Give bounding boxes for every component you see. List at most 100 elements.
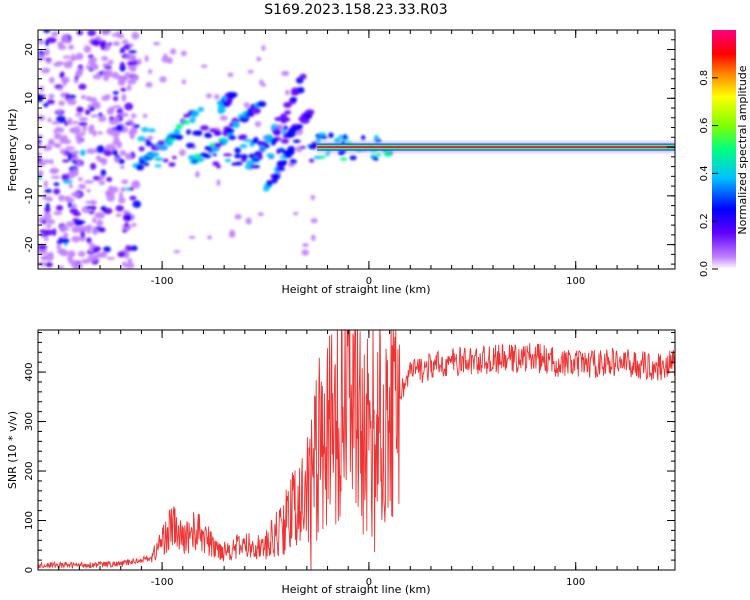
heatmap-cell bbox=[239, 144, 248, 149]
heatmap-cell bbox=[45, 57, 52, 62]
heatmap-cell bbox=[214, 129, 222, 136]
heatmap-cell bbox=[276, 124, 283, 130]
heatmap-cell bbox=[101, 55, 109, 62]
heatmap-cell bbox=[79, 149, 87, 156]
heatmap-cell bbox=[43, 212, 52, 221]
heatmap-cell bbox=[117, 75, 126, 81]
heatmap-cell bbox=[182, 119, 190, 125]
heatmap-cell bbox=[287, 145, 296, 153]
heatmap-cell bbox=[56, 109, 63, 114]
carrier-core bbox=[317, 146, 675, 148]
heatmap-cell bbox=[245, 217, 252, 225]
heatmap-cell bbox=[121, 93, 127, 102]
heatmap-cell bbox=[121, 261, 127, 268]
heatmap-cell bbox=[92, 101, 99, 107]
heatmap-cell bbox=[51, 31, 59, 37]
heatmap-cell bbox=[257, 140, 263, 146]
heatmap-cell bbox=[45, 196, 53, 202]
heatmap-cell bbox=[80, 230, 86, 238]
heatmap-cell bbox=[227, 92, 236, 99]
heatmap-cell bbox=[97, 131, 103, 135]
heatmap-cell bbox=[85, 64, 91, 70]
heatmap-cell bbox=[103, 65, 113, 70]
x-tick-label: 0 bbox=[366, 276, 372, 287]
heatmap-cell bbox=[215, 164, 222, 169]
heatmap-cell bbox=[103, 74, 110, 82]
heatmap-cell bbox=[212, 153, 217, 157]
heatmap-cell bbox=[115, 205, 124, 212]
heatmap-cell bbox=[130, 56, 136, 62]
heatmap-cell bbox=[127, 258, 133, 263]
heatmap-cell bbox=[45, 60, 52, 64]
heatmap-cell bbox=[141, 127, 149, 133]
heatmap-cell bbox=[49, 167, 59, 175]
heatmap-cell bbox=[101, 95, 110, 101]
x-tick-label: -100 bbox=[151, 276, 174, 287]
heatmap-cell bbox=[221, 139, 228, 144]
heatmap-cell bbox=[113, 95, 119, 102]
heatmap-cell bbox=[100, 206, 107, 212]
heatmap-cell bbox=[129, 187, 134, 191]
heatmap-cell bbox=[102, 70, 109, 76]
heatmap-cell bbox=[112, 90, 119, 95]
heatmap-cell bbox=[87, 61, 96, 65]
heatmap-cell bbox=[66, 98, 75, 103]
heatmap-cell bbox=[40, 233, 49, 237]
heatmap-cell bbox=[92, 129, 97, 137]
heatmap-cell bbox=[261, 45, 266, 52]
heatmap-cell bbox=[145, 81, 153, 88]
heatmap-cell bbox=[289, 96, 298, 102]
heatmap-cell bbox=[181, 79, 187, 85]
heatmap-cell bbox=[78, 116, 88, 122]
heatmap-cell bbox=[280, 138, 289, 144]
heatmap-cell bbox=[83, 45, 92, 53]
heatmap-cell bbox=[147, 128, 156, 133]
heatmap-cell bbox=[138, 159, 146, 165]
heatmap-cell bbox=[89, 106, 95, 112]
heatmap-cell bbox=[71, 235, 81, 243]
heatmap-cell bbox=[213, 142, 222, 149]
heatmap-cell bbox=[319, 135, 328, 140]
heatmap-cell bbox=[49, 76, 55, 84]
heatmap-cell bbox=[171, 155, 177, 160]
colorbar-tick-label: 0.8 bbox=[699, 70, 710, 86]
heatmap-cell bbox=[126, 84, 132, 91]
heatmap-cell bbox=[42, 255, 48, 261]
heatmap-cell bbox=[112, 149, 118, 156]
heatmap-cell bbox=[283, 117, 291, 122]
heatmap-cell bbox=[131, 74, 140, 81]
heatmap-cell bbox=[46, 37, 57, 44]
heatmap-cell bbox=[127, 119, 134, 123]
heatmap-cell bbox=[68, 44, 75, 50]
heatmap-cell bbox=[64, 120, 69, 127]
heatmap-cell bbox=[42, 218, 47, 225]
heatmap-cell bbox=[116, 108, 123, 114]
heatmap-cell bbox=[161, 56, 170, 63]
heatmap-cell bbox=[147, 69, 153, 75]
spectrogram-frame bbox=[37, 29, 676, 270]
heatmap-cell bbox=[100, 169, 107, 177]
heatmap-cell bbox=[170, 48, 177, 55]
heatmap-cell bbox=[48, 93, 55, 99]
heatmap-cell bbox=[205, 93, 213, 99]
heatmap-cell bbox=[43, 180, 48, 188]
heatmap-cell bbox=[342, 134, 348, 140]
heatmap-cell bbox=[103, 246, 111, 253]
heatmap-cell bbox=[55, 204, 64, 212]
heatmap-cell bbox=[281, 150, 287, 155]
heatmap-cell bbox=[266, 153, 275, 158]
heatmap-cell bbox=[375, 153, 382, 157]
heatmap-cell bbox=[92, 246, 101, 252]
heatmap-cell bbox=[328, 132, 334, 139]
heatmap-cell bbox=[70, 53, 76, 62]
heatmap-cell bbox=[47, 252, 54, 257]
heatmap-cell bbox=[173, 249, 181, 254]
heatmap-cell bbox=[228, 135, 236, 141]
heatmap-cell bbox=[232, 121, 240, 129]
heatmap-cell bbox=[119, 49, 126, 54]
heatmap-cell bbox=[197, 106, 204, 112]
heatmap-cell bbox=[125, 262, 135, 269]
heatmap-cell bbox=[69, 207, 79, 214]
heatmap-cell bbox=[87, 30, 97, 37]
